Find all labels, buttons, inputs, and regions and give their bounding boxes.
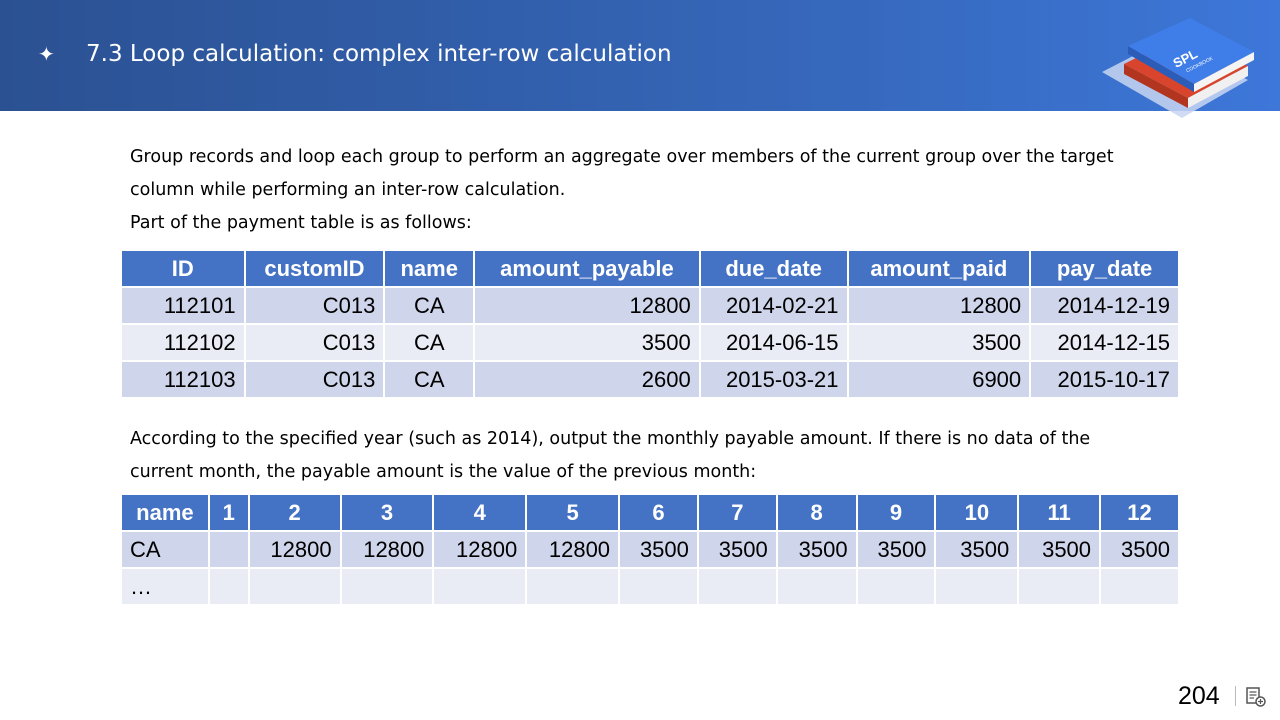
table-cell: 2015-10-17 bbox=[1029, 360, 1180, 399]
table-cell: 2015-03-21 bbox=[698, 360, 849, 399]
table-cell: 12800 bbox=[339, 530, 435, 569]
table-cell: C013 bbox=[243, 360, 386, 399]
column-header: 9 bbox=[855, 493, 937, 532]
column-header: 8 bbox=[775, 493, 858, 532]
page-number: 204 bbox=[1178, 682, 1220, 710]
description-text: According to the specified year (such as… bbox=[130, 423, 1160, 489]
title-bar: ✦ 7.3 Loop calculation: complex inter-ro… bbox=[0, 0, 1280, 111]
table-cell bbox=[339, 567, 435, 606]
table-cell: 3500 bbox=[934, 530, 1020, 569]
table-row: 112101 C013 CA 12800 2014-02-21 12800 20… bbox=[120, 286, 1180, 325]
column-header: name bbox=[383, 249, 476, 288]
table-cell: 3500 bbox=[855, 530, 937, 569]
star-icon: ✦ bbox=[38, 42, 55, 66]
notes-icon[interactable] bbox=[1245, 686, 1267, 708]
table-cell: 2014-06-15 bbox=[698, 323, 849, 362]
table-header-row: name 1 2 3 4 5 6 7 8 9 10 11 12 bbox=[120, 493, 1180, 532]
table-cell bbox=[1017, 567, 1102, 606]
table-cell: 3500 bbox=[473, 323, 701, 362]
table-cell bbox=[934, 567, 1020, 606]
column-header: 1 bbox=[207, 493, 250, 532]
table-cell: C013 bbox=[243, 286, 386, 325]
table-cell bbox=[247, 567, 342, 606]
intro-text: Group records and loop each group to per… bbox=[130, 141, 1160, 240]
column-header: 10 bbox=[934, 493, 1020, 532]
table-row: 112103 C013 CA 2600 2015-03-21 6900 2015… bbox=[120, 360, 1180, 399]
divider bbox=[1235, 686, 1236, 706]
table-cell: 12800 bbox=[525, 530, 621, 569]
table-row: 112102 C013 CA 3500 2014-06-15 3500 2014… bbox=[120, 323, 1180, 362]
table-header-row: ID customID name amount_payable due_date… bbox=[120, 249, 1180, 288]
table-cell: CA bbox=[383, 323, 476, 362]
table-cell: 2014-12-19 bbox=[1029, 286, 1180, 325]
column-header: customID bbox=[243, 249, 386, 288]
column-header: 4 bbox=[432, 493, 528, 532]
column-header: due_date bbox=[698, 249, 849, 288]
column-header: 5 bbox=[525, 493, 621, 532]
column-header: 2 bbox=[247, 493, 342, 532]
column-header: amount_paid bbox=[846, 249, 1032, 288]
column-header: 6 bbox=[618, 493, 699, 532]
table-cell: 2600 bbox=[473, 360, 701, 399]
table-cell: 12800 bbox=[432, 530, 528, 569]
table-cell bbox=[855, 567, 937, 606]
description-line: current month, the payable amount is the… bbox=[130, 462, 757, 482]
table-row: CA 12800 12800 12800 12800 3500 3500 350… bbox=[120, 530, 1180, 569]
table-cell bbox=[1099, 567, 1180, 606]
table-cell: 112102 bbox=[120, 323, 246, 362]
column-header: 7 bbox=[696, 493, 778, 532]
table-cell bbox=[618, 567, 699, 606]
slide-title: 7.3 Loop calculation: complex inter-row … bbox=[86, 41, 672, 67]
spl-cookbook-logo: SPL COOKBOOK bbox=[1102, 18, 1254, 118]
table-cell bbox=[207, 567, 250, 606]
column-header: 3 bbox=[339, 493, 435, 532]
table-cell: 2014-12-15 bbox=[1029, 323, 1180, 362]
table-row: … bbox=[120, 567, 1180, 606]
table-cell: 112103 bbox=[120, 360, 246, 399]
column-header: name bbox=[120, 493, 210, 532]
column-header: 11 bbox=[1017, 493, 1102, 532]
table-cell: 2014-02-21 bbox=[698, 286, 849, 325]
table-cell: 12800 bbox=[473, 286, 701, 325]
column-header: pay_date bbox=[1029, 249, 1180, 288]
table-cell: 6900 bbox=[846, 360, 1032, 399]
table-cell: CA bbox=[383, 360, 476, 399]
intro-line: Part of the payment table is as follows: bbox=[130, 213, 472, 233]
table-cell: 112101 bbox=[120, 286, 246, 325]
description-line: According to the specified year (such as… bbox=[130, 429, 1091, 449]
table-cell bbox=[696, 567, 778, 606]
table-cell: … bbox=[120, 567, 210, 606]
table-cell: 12800 bbox=[846, 286, 1032, 325]
table-cell: 3500 bbox=[618, 530, 699, 569]
table-cell bbox=[775, 567, 858, 606]
table-cell: C013 bbox=[243, 323, 386, 362]
table-cell: 3500 bbox=[696, 530, 778, 569]
table-cell: 12800 bbox=[247, 530, 342, 569]
result-table: name 1 2 3 4 5 6 7 8 9 10 11 12 CA 12800… bbox=[120, 493, 1180, 606]
table-cell: 3500 bbox=[846, 323, 1032, 362]
table-cell bbox=[525, 567, 621, 606]
column-header: amount_payable bbox=[473, 249, 701, 288]
intro-line: Group records and loop each group to per… bbox=[130, 147, 1114, 167]
table-cell: CA bbox=[120, 530, 210, 569]
table-cell: 3500 bbox=[1017, 530, 1102, 569]
table-cell bbox=[207, 530, 250, 569]
table-cell: CA bbox=[383, 286, 476, 325]
table-cell: 3500 bbox=[775, 530, 858, 569]
column-header: 12 bbox=[1099, 493, 1180, 532]
table-cell: 3500 bbox=[1099, 530, 1180, 569]
table-cell bbox=[432, 567, 528, 606]
intro-line: column while performing an inter-row cal… bbox=[130, 180, 566, 200]
payment-table: ID customID name amount_payable due_date… bbox=[120, 249, 1180, 399]
column-header: ID bbox=[120, 249, 246, 288]
